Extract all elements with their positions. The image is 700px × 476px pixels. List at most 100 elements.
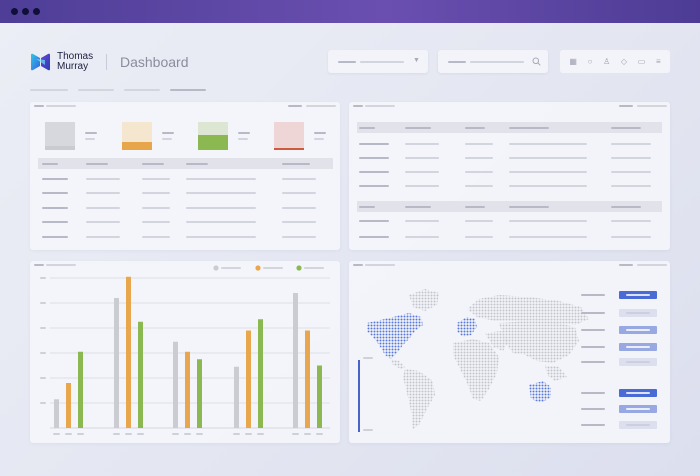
table-row[interactable] <box>357 154 662 162</box>
table-row[interactable] <box>357 217 662 225</box>
map-region-south-america[interactable] <box>403 369 435 429</box>
kpi-fill <box>274 148 304 150</box>
map-region-western-europe[interactable] <box>457 317 477 337</box>
legend-label[interactable] <box>221 267 241 269</box>
legend-label[interactable] <box>263 267 283 269</box>
table-cell <box>359 157 389 159</box>
table-cell <box>465 185 493 187</box>
map-legend-label <box>581 424 605 426</box>
bar[interactable] <box>126 276 131 428</box>
legend-marker[interactable] <box>213 265 219 271</box>
bar[interactable] <box>293 293 298 428</box>
legend-marker[interactable] <box>255 265 261 271</box>
kpi-label <box>162 132 174 134</box>
kpi-card[interactable] <box>45 122 125 154</box>
search-icon[interactable]: ○ <box>587 56 593 66</box>
brand[interactable]: Thomas Murray <box>30 52 93 72</box>
menu-icon[interactable]: ≡ <box>655 56 661 66</box>
kpi-card[interactable] <box>122 122 202 154</box>
kpi-card[interactable] <box>274 122 354 154</box>
chat-icon[interactable]: ▭ <box>637 56 646 66</box>
map-filter-button-label <box>626 294 650 296</box>
bar[interactable] <box>185 351 190 428</box>
breadcrumb-item[interactable] <box>30 89 68 91</box>
table-cell <box>611 143 651 145</box>
panel-action <box>306 105 336 107</box>
bar[interactable] <box>54 399 59 428</box>
map-legend-label <box>581 329 605 331</box>
table-cell <box>509 220 587 222</box>
map-region-central-america[interactable] <box>391 359 405 369</box>
table-cell <box>359 143 389 145</box>
bar-chart <box>34 264 330 435</box>
table-row[interactable] <box>357 182 662 190</box>
map-region-greenland[interactable] <box>409 289 439 311</box>
table-cell <box>509 171 587 173</box>
bar[interactable] <box>138 321 143 428</box>
y-tick-label <box>40 302 46 304</box>
bar[interactable] <box>78 351 83 428</box>
search-input[interactable] <box>438 50 548 73</box>
column-header <box>359 206 375 208</box>
map-region-asia[interactable] <box>499 321 579 363</box>
brand-name-line-1: Thomas <box>57 51 94 62</box>
bar[interactable] <box>114 298 119 428</box>
table-cell <box>611 157 651 159</box>
table-row[interactable] <box>38 175 333 183</box>
map-region-africa[interactable] <box>453 339 499 401</box>
bar[interactable] <box>197 359 202 428</box>
brand-name: Thomas Murray <box>57 52 93 72</box>
table-row[interactable] <box>38 233 333 241</box>
map-region-australia[interactable] <box>529 381 551 403</box>
x-tick-label <box>257 433 264 435</box>
bar[interactable] <box>234 366 239 428</box>
x-tick-label <box>113 433 120 435</box>
panel-action <box>637 264 667 266</box>
bar[interactable] <box>317 365 322 429</box>
map-region-southeast-asia[interactable] <box>545 365 567 381</box>
table-row[interactable] <box>357 140 662 148</box>
user-icon[interactable]: ♙ <box>603 56 611 66</box>
column-header <box>282 163 310 165</box>
table-cell <box>186 207 256 209</box>
column-header <box>465 127 485 129</box>
x-tick-label <box>292 433 299 435</box>
table-cell <box>405 220 439 222</box>
x-tick-label <box>172 433 179 435</box>
breadcrumb-item[interactable] <box>78 89 114 91</box>
map-scale-bar <box>358 360 360 432</box>
map-region-north-america[interactable] <box>367 313 423 359</box>
bar[interactable] <box>66 383 71 428</box>
y-tick-label <box>40 377 46 379</box>
filter-dropdown[interactable]: ▼ <box>328 50 428 73</box>
table-row[interactable] <box>38 218 333 226</box>
x-tick-label <box>65 433 72 435</box>
grid-icon[interactable]: ▦ <box>569 56 577 66</box>
table-cell <box>86 178 120 180</box>
window-dot-red[interactable] <box>11 8 18 15</box>
table-cell <box>359 185 389 187</box>
panel-action <box>619 105 633 107</box>
bar[interactable] <box>246 330 251 429</box>
kpi-card[interactable] <box>198 122 278 154</box>
shield-icon[interactable]: ◇ <box>620 56 628 66</box>
table-row[interactable] <box>357 168 662 176</box>
breadcrumb-item[interactable] <box>124 89 160 91</box>
table-cell <box>465 220 493 222</box>
window-dot-green[interactable] <box>33 8 40 15</box>
bar[interactable] <box>305 330 310 429</box>
table-row[interactable] <box>357 233 662 241</box>
bar[interactable] <box>258 319 263 428</box>
legend-label[interactable] <box>304 267 324 269</box>
table-cell <box>611 171 651 173</box>
legend-marker[interactable] <box>296 265 302 271</box>
table-cell <box>359 220 389 222</box>
x-tick-label <box>196 433 203 435</box>
window-dot-yellow[interactable] <box>22 8 29 15</box>
map-region-scandinavia-russia[interactable] <box>467 295 589 325</box>
map-legend-label <box>581 361 605 363</box>
table-row[interactable] <box>38 204 333 212</box>
x-tick-label <box>184 433 191 435</box>
bar[interactable] <box>173 341 178 428</box>
table-row[interactable] <box>38 189 333 197</box>
